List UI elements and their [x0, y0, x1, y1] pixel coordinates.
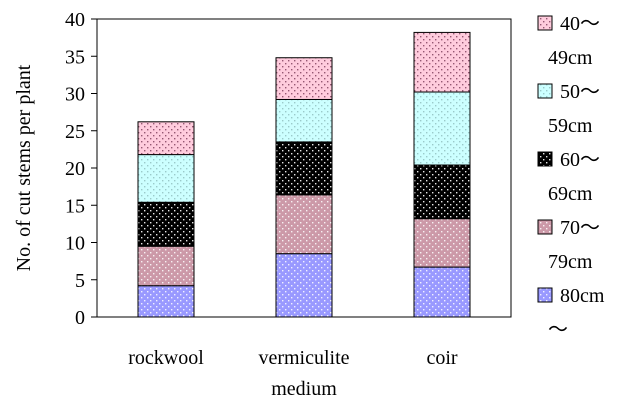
- legend-swatch: [537, 15, 553, 31]
- y-tick-label: 20: [65, 158, 85, 180]
- legend-label: 80cm: [560, 285, 605, 307]
- bar-segment: [413, 218, 471, 268]
- bar-segment: [137, 121, 195, 156]
- legend-label: 70～: [560, 217, 600, 239]
- y-axis: 0 5 10 15 20 25 30 35 40: [65, 9, 97, 329]
- legend-swatch: [537, 287, 553, 303]
- legend-label: 59cm: [548, 115, 593, 137]
- bar-segment: [275, 141, 333, 196]
- x-axis-title: medium: [271, 378, 337, 400]
- legend-label: ～: [548, 319, 568, 341]
- y-tick-label: 30: [65, 84, 85, 106]
- bar-segment: [137, 154, 195, 203]
- y-axis-title: No. of cut stems per plant: [13, 64, 35, 271]
- bar-segment: [137, 285, 195, 318]
- legend-label: 69cm: [548, 183, 593, 205]
- x-tick-label: coir: [426, 347, 457, 369]
- legend: 40～ 49cm 50～ 59cm 60～ 69cm 70～ 79cm 80cm ～: [537, 13, 605, 341]
- bar-segment: [413, 164, 471, 220]
- legend-swatch: [537, 219, 553, 235]
- bar-segment: [275, 98, 333, 143]
- plot-area: 0 5 10 15 20 25 30 35 40 rockwool vermiculite coir: [65, 9, 512, 369]
- y-tick-label: 15: [65, 195, 85, 217]
- x-tick-label: rockwool: [128, 347, 204, 369]
- y-tick-label: 5: [75, 270, 85, 292]
- bar-segment: [413, 31, 471, 93]
- legend-label: 60～: [560, 149, 600, 171]
- x-tick-label: vermiculite: [258, 347, 349, 369]
- y-tick-label: 35: [65, 46, 85, 68]
- legend-label: 79cm: [548, 251, 593, 273]
- y-tick-label: 25: [65, 121, 85, 143]
- bar-segment: [413, 91, 471, 166]
- y-tick-label: 40: [65, 9, 85, 31]
- bar-segment: [275, 253, 333, 318]
- x-axis: rockwool vermiculite coir: [128, 347, 458, 369]
- legend-swatch: [537, 151, 553, 167]
- bar-segment: [137, 201, 195, 247]
- y-tick-label: 10: [65, 233, 85, 255]
- bar-segment: [275, 194, 333, 255]
- legend-swatch: [537, 83, 553, 99]
- bar-segment: [137, 245, 195, 287]
- bars: [137, 31, 471, 318]
- legend-label: 49cm: [548, 47, 593, 69]
- legend-label: 40～: [560, 13, 600, 35]
- y-tick-label: 0: [75, 307, 85, 329]
- bar-segment: [275, 57, 333, 100]
- legend-label: 50～: [560, 81, 600, 103]
- bar-segment: [413, 266, 471, 318]
